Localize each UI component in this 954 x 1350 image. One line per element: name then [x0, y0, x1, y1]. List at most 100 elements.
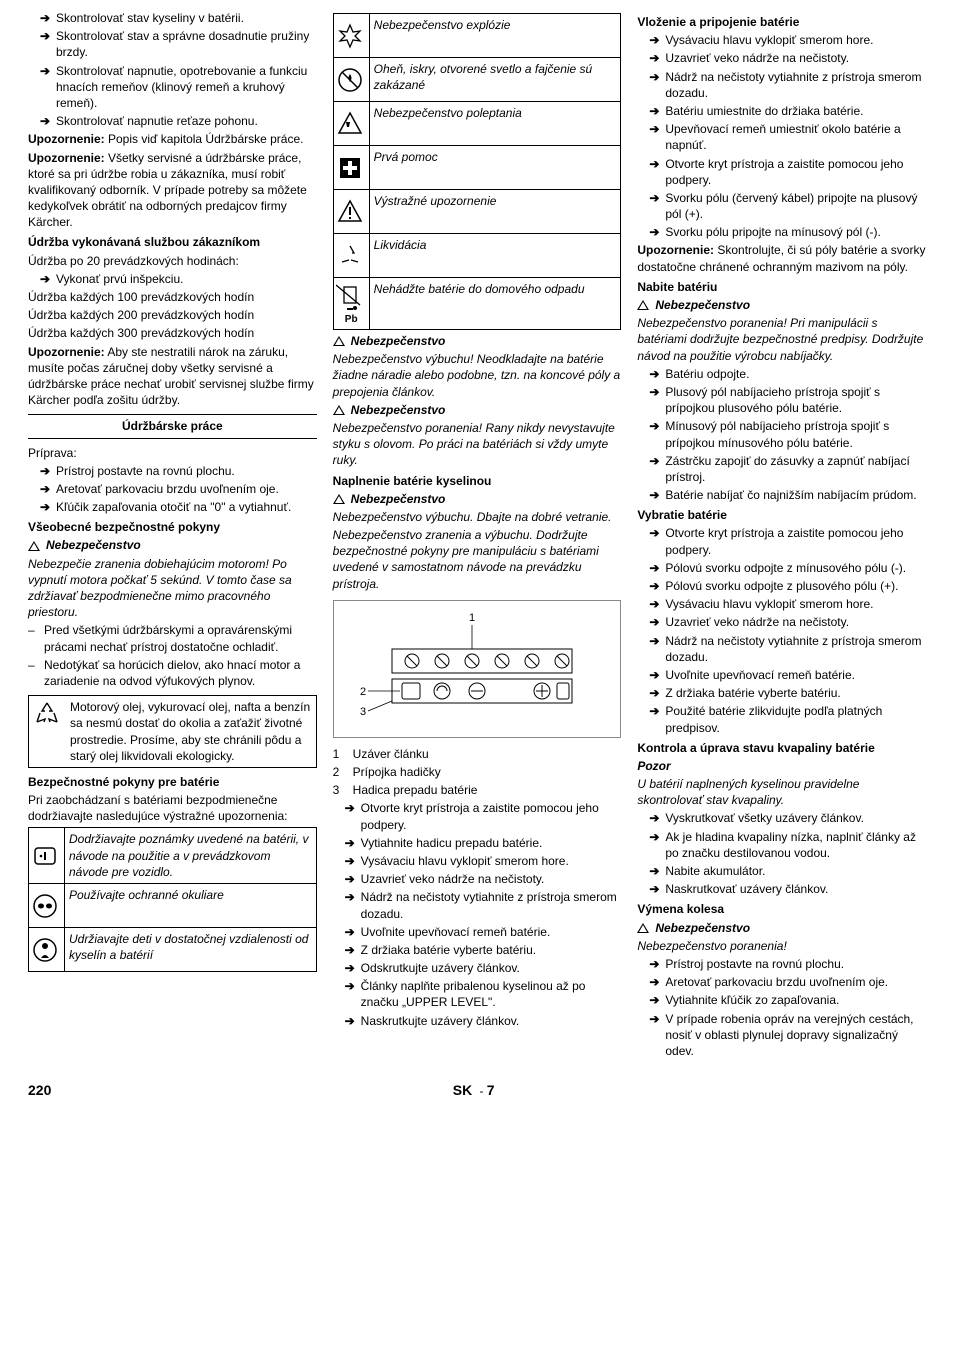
warning-triangle-icon [333, 405, 345, 415]
heading-charge-battery: Nabite batériu [637, 279, 926, 295]
icon-text: Používajte ochranné okuliare [65, 884, 317, 928]
list-item: ➔Upevňovací remeň umiestniť okolo batéri… [637, 121, 926, 153]
legend-number: 3 [333, 782, 353, 798]
environment-box: Motorový olej, vykurovací olej, nafta a … [28, 695, 317, 768]
list-item-text: Batérie nabíjať čo najnižším nabíjacím p… [665, 487, 926, 503]
icon-text: Udržiavajte deti v dostatočnej vzdialeno… [65, 928, 317, 972]
heading-check-fluid: Kontrola a úprava stavu kvapaliny batéri… [637, 740, 926, 756]
list-item: ➔Uvoľnite upevňovací remeň batérie. [637, 667, 926, 683]
heading-fill-acid: Naplnenie batérie kyselinou [333, 473, 622, 489]
dash-icon: – [28, 622, 44, 638]
page-footer: 220 SK - 7 [28, 1081, 926, 1100]
arrow-icon: ➔ [40, 113, 56, 129]
legend-text: Uzáver článku [353, 746, 622, 762]
icon-text: Nebezpečenstvo poleptania [369, 102, 621, 146]
arrow-icon: ➔ [649, 103, 665, 119]
list-item: ➔Otvorte kryt prístroja a zaistite pomoc… [333, 800, 622, 832]
goggles-icon [29, 884, 65, 928]
icon-text: Likvidácia [369, 234, 621, 278]
list-item-text: Uzavrieť veko nádrže na nečistoty. [665, 50, 926, 66]
list-item: ➔Kľúčik zapaľovania otočiť na "0" a vyti… [28, 499, 317, 515]
list-item: ➔Mínusový pól nabíjacieho prístroja spoj… [637, 418, 926, 450]
arrow-icon: ➔ [649, 578, 665, 594]
arrow-icon: ➔ [40, 271, 56, 287]
arrow-icon: ➔ [40, 28, 56, 44]
danger-text-instructions: Nebezpečenstvo zranenia a výbuchu. Dodrž… [333, 527, 622, 592]
corrosive-icon [333, 102, 369, 146]
list-item-text: Vysávaciu hlavu vyklopiť smerom hore. [665, 32, 926, 48]
list-item: ➔Naskrutkovať uzávery článkov. [637, 881, 926, 897]
list-item: ➔Prístroj postavte na rovnú plochu. [28, 463, 317, 479]
battery-safety-intro: Pri zaobchádzaní s batériami bezpodmiene… [28, 792, 317, 824]
list-item-text: Pólovú svorku odpojte z plusového pólu (… [665, 578, 926, 594]
list-item: ➔Nádrž na nečistoty vytiahnite z prístro… [637, 69, 926, 101]
list-item-text: Vytiahnite kľúčik zo zapaľovania. [665, 992, 926, 1008]
list-item: ➔Skontrolovať stav a správne dosadnutie … [28, 28, 317, 60]
list-item-text: Aretovať parkovaciu brzdu uvoľnením oje. [665, 974, 926, 990]
arrow-icon: ➔ [345, 942, 361, 958]
svg-text:1: 1 [469, 612, 475, 624]
heading-service-maint: Údržba vykonávaná službou zákazníkom [28, 234, 317, 250]
arrow-icon: ➔ [649, 418, 665, 434]
danger-text-explosion: Nebezpečenstvo výbuchu! Neodkladajte na … [333, 351, 622, 400]
list-item-text: Odskrutkujte uzávery článkov. [361, 960, 622, 976]
danger-line-3b: Nebezpečenstvo [637, 920, 926, 936]
warning-icon [333, 190, 369, 234]
list-item: ➔Skontrolovať napnutie, opotrebovanie a … [28, 63, 317, 112]
arrow-icon: ➔ [649, 69, 665, 85]
list-item: ➔Vysávaciu hlavu vyklopiť smerom hore. [637, 596, 926, 612]
no-fire-icon [333, 58, 369, 102]
arrow-icon: ➔ [649, 881, 665, 897]
heading-remove-battery: Vybratie batérie [637, 507, 926, 523]
arrow-icon: ➔ [345, 978, 361, 994]
list-item: –Pred všetkými údržbárskymi a opravárens… [28, 622, 317, 654]
list-item-text: Vysávaciu hlavu vyklopiť smerom hore. [361, 853, 622, 869]
list-item: ➔Vysávaciu hlavu vyklopiť smerom hore. [333, 853, 622, 869]
icon-text: Oheň, iskry, otvorené svetlo a fajčenie … [369, 58, 621, 102]
list-item-text: Z držiaka batérie vyberte batériu. [361, 942, 622, 958]
list-item-text: Z držiaka batérie vyberte batériu. [665, 685, 926, 701]
arrow-icon: ➔ [345, 853, 361, 869]
info-icon [29, 828, 65, 884]
arrow-icon: ➔ [345, 889, 361, 905]
danger-line-3a: Nebezpečenstvo [637, 297, 926, 313]
arrow-icon: ➔ [345, 924, 361, 940]
legend-item: 1Uzáver článku [333, 746, 622, 762]
safety-icons-table-a: Dodržiavajte poznámky uvedené na batérii… [28, 827, 317, 972]
arrow-icon: ➔ [345, 835, 361, 851]
list-item: ➔Svorku pólu pripojte na mínusový pól (-… [637, 224, 926, 240]
list-item-text: Pred všetkými údržbárskymi a opravárensk… [44, 622, 317, 654]
column-2: Nebezpečenstvo explózie Oheň, iskry, otv… [333, 10, 622, 1061]
arrow-icon: ➔ [649, 1011, 665, 1027]
list-item: ➔Skontrolovať napnutie reťaze pohonu. [28, 113, 317, 129]
recycle-icon [29, 696, 65, 767]
list-item: –Nedotýkať sa horúcich dielov, ako hnací… [28, 657, 317, 689]
danger-text-injury: Nebezpečenstvo poranenia! Rany nikdy nev… [333, 420, 622, 469]
arrow-icon: ➔ [649, 190, 665, 206]
list-item: ➔Z držiaka batérie vyberte batériu. [333, 942, 622, 958]
list-item-text: Aretovať parkovaciu brzdu uvoľnením oje. [56, 481, 317, 497]
list-item: ➔Otvorte kryt prístroja a zaistite pomoc… [637, 156, 926, 188]
arrow-icon: ➔ [649, 32, 665, 48]
dash-icon: – [28, 657, 44, 673]
list-item: ➔Naskrutkujte uzávery článkov. [333, 1013, 622, 1029]
danger-text-charge: Nebezpečenstvo poranenia! Pri manipuláci… [637, 315, 926, 364]
list-item-text: Naskrutkovať uzávery článkov. [665, 881, 926, 897]
notice-1: Upozornenie: Popis viď kapitola Údržbárs… [28, 131, 317, 147]
list-item: ➔Z držiaka batérie vyberte batériu. [637, 685, 926, 701]
list-item: ➔Skontrolovať stav kyseliny v batérii. [28, 10, 317, 26]
list-item-text: Batériu odpojte. [665, 366, 926, 382]
list-item-text: Zástrčku zapojiť do zásuvky a zapnúť nab… [665, 453, 926, 485]
list-item: ➔Batérie nabíjať čo najnižším nabíjacím … [637, 487, 926, 503]
line-100h: Údržba každých 100 prevádzkových hodín [28, 289, 317, 305]
notice-poles: Upozornenie: Skontrolujte, či sú póly ba… [637, 242, 926, 274]
list-item: ➔Pólovú svorku odpojte z plusového pólu … [637, 578, 926, 594]
arrow-icon: ➔ [649, 560, 665, 576]
list-item-text: Nádrž na nečistoty vytiahnite z prístroj… [665, 633, 926, 665]
heading-general-safety: Všeobecné bezpečnostné pokyny [28, 519, 317, 535]
list-item-text: Plusový pól nabíjacieho prístroja spojiť… [665, 384, 926, 416]
list-item: ➔Zástrčku zapojiť do zásuvky a zapnúť na… [637, 453, 926, 485]
arrow-icon: ➔ [649, 384, 665, 400]
arrow-icon: ➔ [649, 487, 665, 503]
safety-icons-table-b: Nebezpečenstvo explózie Oheň, iskry, otv… [333, 13, 622, 330]
